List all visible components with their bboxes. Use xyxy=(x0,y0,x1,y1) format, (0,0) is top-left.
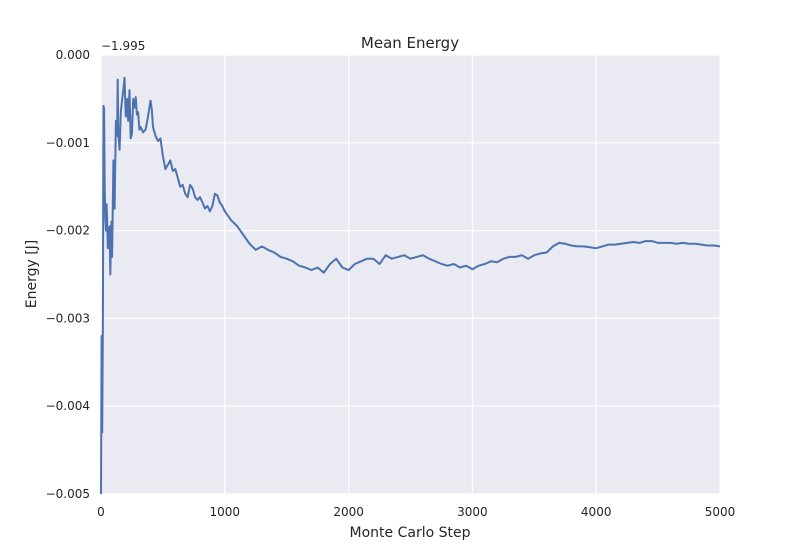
y-axis-title: Energy [J] xyxy=(24,240,40,309)
y-tick-label: −0.003 xyxy=(46,311,90,325)
x-tick-label: 5000 xyxy=(705,505,736,519)
y-tick-label: −0.002 xyxy=(46,224,90,238)
y-tick-labels: 0.000 −0.001 −0.002 −0.003 −0.004 −0.005 xyxy=(46,48,90,501)
x-tick-label: 0 xyxy=(97,505,105,519)
grid-lines xyxy=(100,54,721,495)
x-tick-label: 1000 xyxy=(210,505,241,519)
plot-background xyxy=(101,55,720,494)
x-axis-title: Monte Carlo Step xyxy=(350,525,471,541)
y-tick-label: 0.000 xyxy=(56,48,90,62)
y-tick-label: −0.004 xyxy=(46,399,90,413)
y-tick-label: −0.001 xyxy=(46,136,90,150)
y-tick-label: −0.005 xyxy=(46,487,90,501)
x-tick-label: 2000 xyxy=(333,505,364,519)
series-line-mean-energy xyxy=(100,76,721,495)
x-tick-label: 4000 xyxy=(581,505,612,519)
x-tick-labels: 0 1000 2000 3000 4000 5000 xyxy=(97,505,735,519)
chart-title: Mean Energy xyxy=(361,34,459,52)
series-layer xyxy=(100,76,721,495)
y-offset-label: −1.995 xyxy=(101,39,145,53)
x-tick-label: 3000 xyxy=(457,505,488,519)
